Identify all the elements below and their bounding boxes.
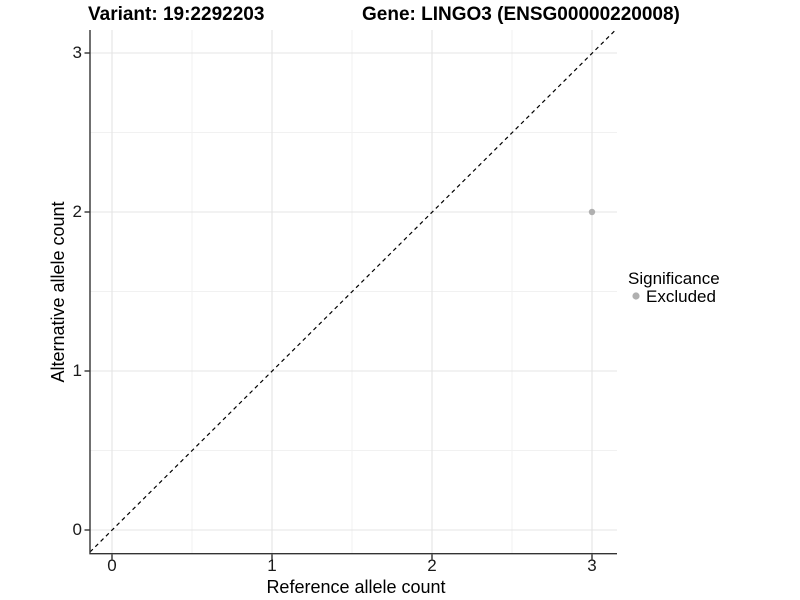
- x-tick-label-0: 0: [107, 556, 117, 575]
- x-tick-label-3: 3: [587, 556, 597, 575]
- data-point-excluded: [588, 208, 596, 216]
- x-tick-label-1: 1: [267, 556, 277, 575]
- grid-minor: [90, 30, 617, 553]
- legend-item-label-excluded: Excluded: [646, 287, 716, 306]
- legend-key-dot-excluded: [632, 292, 640, 300]
- axis-tick-marks: [84, 52, 593, 560]
- legend-title: Significance: [628, 269, 720, 288]
- x-tick-label-2: 2: [427, 556, 437, 575]
- y-tick-label-2: 2: [72, 202, 82, 221]
- x-axis-title: Reference allele count: [266, 577, 446, 597]
- y-tick-label-0: 0: [72, 520, 82, 539]
- y-tick-label-3: 3: [72, 43, 82, 62]
- plot-title-gene: Gene: LINGO3 (ENSG00000220008): [362, 4, 680, 25]
- grid-major: [90, 30, 617, 553]
- plot-title-variant: Variant: 19:2292203: [88, 4, 265, 25]
- axis-lines: [89, 30, 617, 555]
- y-axis-title: Alternative allele count: [48, 201, 68, 383]
- identity-dashed-line: [89, 29, 616, 553]
- y-tick-label-1: 1: [72, 361, 82, 380]
